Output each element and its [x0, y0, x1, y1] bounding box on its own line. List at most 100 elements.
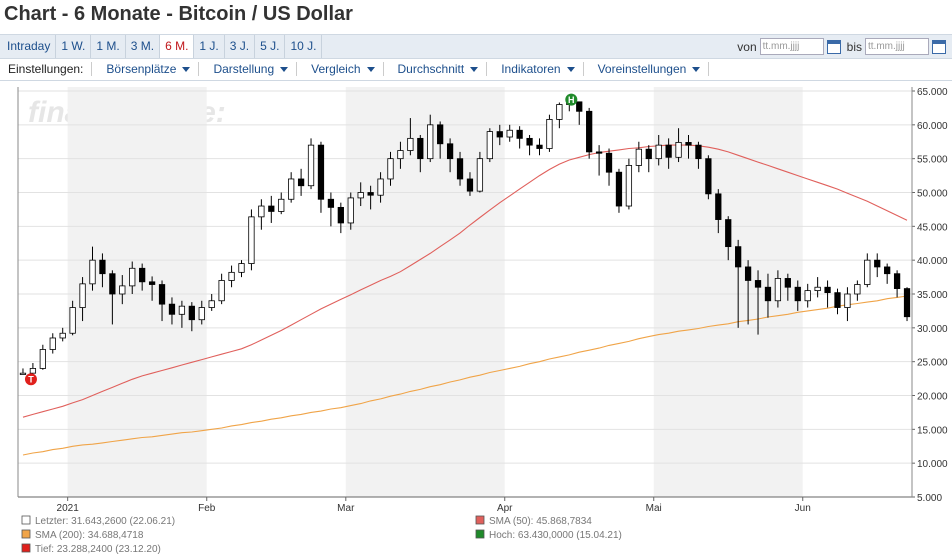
candle-body	[556, 104, 563, 120]
candle-body	[715, 193, 722, 220]
tab[interactable]: 10 J.	[285, 35, 323, 58]
candle-body	[198, 307, 205, 321]
candle-body	[446, 143, 454, 160]
x-tick-label: Mar	[337, 503, 355, 514]
candle-body	[844, 293, 851, 308]
candle-body	[119, 285, 126, 295]
marker-label: H	[568, 95, 575, 105]
candle-body	[158, 284, 166, 305]
sma-line	[22, 295, 908, 456]
tabs: Intraday 1 W. 1 M. 3 M. 6 M. 1 J. 3 J. 5 J. 10 J…	[2, 35, 323, 58]
candle-body	[327, 198, 335, 208]
candle-body	[466, 178, 474, 192]
candle-body	[586, 110, 593, 153]
tab[interactable]: 6 M.	[160, 35, 195, 58]
candle-body	[417, 137, 424, 160]
candle-body	[139, 267, 146, 283]
menu[interactable]: Voreinstellungen	[584, 62, 710, 76]
candle-body	[427, 124, 434, 160]
candle-body	[19, 372, 27, 375]
candle-body	[854, 284, 861, 295]
candle-body	[725, 219, 732, 248]
tab[interactable]: 5 J.	[255, 35, 286, 58]
candle-body	[655, 144, 662, 160]
month-shade	[67, 87, 207, 497]
candle-body	[288, 178, 295, 200]
tab[interactable]: 3 M.	[126, 35, 161, 58]
candle-body	[178, 305, 186, 315]
candle-body	[49, 337, 56, 350]
candle-body	[705, 158, 712, 195]
y-tick-label: 55.000	[917, 155, 948, 166]
to-label: bis	[846, 39, 862, 54]
legend-label: SMA (200): 34.688,4718	[35, 530, 144, 541]
candle-body	[814, 286, 821, 292]
candle-body	[744, 266, 752, 281]
legend-label: Hoch: 63.430,0000 (15.04.21)	[489, 530, 622, 541]
legend-swatch	[21, 543, 31, 553]
candle-body	[665, 144, 672, 158]
calendar-icon[interactable]	[932, 39, 946, 54]
candle-body	[89, 259, 96, 285]
legend-swatch	[21, 529, 31, 539]
candle-body	[595, 151, 603, 154]
marker	[24, 373, 37, 386]
tab[interactable]: 3 J.	[225, 35, 256, 58]
tab[interactable]: Intraday	[2, 35, 57, 58]
candle-body	[695, 144, 702, 160]
candle-body	[59, 332, 66, 339]
candle-body	[645, 148, 652, 160]
legend-swatch	[21, 515, 31, 525]
candle-body	[864, 259, 871, 285]
candle-body	[218, 280, 225, 302]
tab[interactable]: 1 W.	[56, 35, 92, 58]
candle-body	[278, 198, 285, 212]
candle-body	[79, 283, 86, 308]
candle-body	[774, 278, 782, 302]
candle-body	[29, 368, 37, 374]
candle-body	[794, 286, 801, 302]
candle-body	[337, 206, 344, 224]
candle-body	[615, 171, 623, 207]
from-input[interactable]: tt.mm.jjjj	[759, 38, 824, 55]
y-tick-label: 5.000	[917, 493, 942, 504]
candle-body	[347, 197, 354, 224]
legend-label: Letzter: 31.643,2600 (22.06.21)	[35, 516, 175, 527]
y-tick-label: 40.000	[917, 256, 948, 267]
candle-body	[526, 137, 533, 146]
tab[interactable]: 1 M.	[91, 35, 126, 58]
candle-body	[496, 131, 503, 138]
y-tick-label: 65.000	[917, 87, 948, 98]
marker-label: T	[28, 375, 34, 385]
calendar-icon[interactable]	[826, 39, 841, 54]
candle-body	[486, 131, 493, 160]
candle-body	[824, 286, 831, 294]
sma-line	[22, 144, 908, 418]
candle-body	[168, 303, 176, 315]
candle-body	[238, 263, 245, 273]
y-tick-label: 35.000	[917, 290, 948, 301]
month-shade	[345, 87, 505, 497]
y-tick-label: 25.000	[917, 358, 948, 369]
candle-body	[297, 178, 305, 187]
candle-body	[129, 267, 136, 287]
candle-body	[764, 286, 772, 302]
candle-body	[69, 307, 76, 334]
candle-body	[834, 292, 841, 308]
date-range: von tt.mm.jjjj bis tt.mm.jjjj	[737, 38, 952, 55]
candle-body	[625, 165, 633, 207]
tab[interactable]: 1 J.	[194, 35, 225, 58]
x-tick-label: Jun	[795, 503, 811, 514]
tab-bar: Intraday 1 W. 1 M. 3 M. 6 M. 1 J. 3 J. 5 J. 10 J…	[0, 34, 952, 59]
candle-body	[754, 280, 762, 288]
x-tick-label: Mai	[646, 503, 662, 514]
candle-body	[407, 137, 414, 151]
candle-body	[387, 158, 394, 180]
to-input[interactable]: tt.mm.jjjj	[865, 38, 929, 55]
legend-label: Tief: 23.288,2400 (23.12.20)	[35, 544, 161, 555]
candle-body	[268, 205, 275, 212]
candle-body	[228, 271, 235, 281]
candle-body	[367, 192, 374, 196]
